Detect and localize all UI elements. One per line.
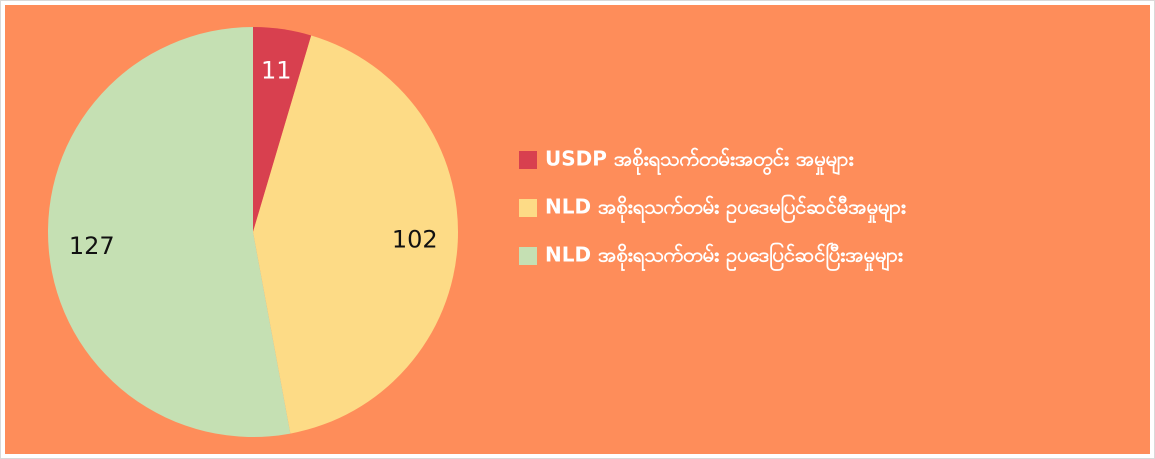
data-label: 127 — [69, 232, 115, 260]
legend-swatch — [519, 199, 537, 217]
data-label: 11 — [261, 57, 292, 85]
legend-swatch — [519, 247, 537, 265]
pie-slice — [253, 27, 312, 232]
pie-slice — [253, 35, 459, 434]
data-label: 102 — [392, 225, 438, 253]
legend-swatch — [519, 151, 537, 169]
pie-slice — [48, 27, 291, 437]
